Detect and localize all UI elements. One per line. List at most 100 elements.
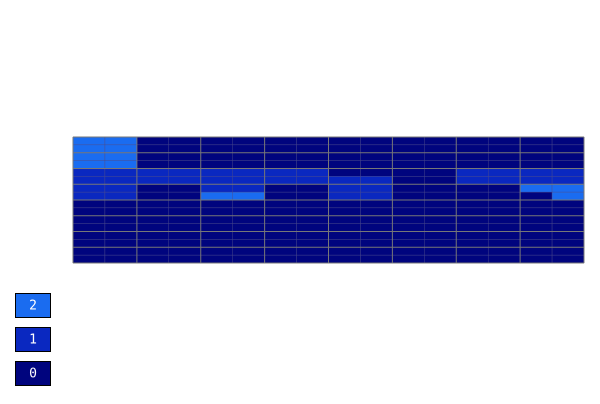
heatmap-cell <box>232 239 265 248</box>
heatmap-cell <box>232 136 265 146</box>
heatmap-cell <box>264 223 297 232</box>
heatmap-cell <box>487 207 521 216</box>
heatmap-cell <box>232 184 265 193</box>
heatmap-cell <box>519 199 553 209</box>
heatmap-cell <box>519 144 553 153</box>
heatmap-cell <box>264 160 297 169</box>
heatmap-cell <box>424 136 457 146</box>
heatmap-cell <box>519 223 553 232</box>
heatmap-cell <box>136 136 170 146</box>
heatmap-cell <box>519 176 553 185</box>
heatmap-cell <box>136 176 170 185</box>
heatmap-cell <box>551 207 585 216</box>
heatmap-cell <box>424 176 457 185</box>
heatmap-cell <box>200 168 233 177</box>
heatmap-cell <box>328 247 361 256</box>
heatmap-cell <box>264 168 297 177</box>
heatmap-cell <box>200 176 233 185</box>
heatmap-cell <box>168 168 201 177</box>
heatmap-cell <box>104 254 138 264</box>
heatmap-cell <box>296 254 329 264</box>
heatmap-cell <box>200 160 233 169</box>
heatmap-cell <box>551 160 585 169</box>
heatmap-cell <box>136 152 170 161</box>
heatmap-cell <box>200 215 233 224</box>
legend-label: 0 <box>29 367 37 382</box>
heatmap-cell <box>232 223 265 232</box>
heatmap-cell <box>456 254 489 264</box>
heatmap-cell <box>168 199 201 209</box>
heatmap-cell <box>72 239 106 248</box>
heatmap-cell <box>136 231 170 240</box>
heatmap-cell <box>72 231 106 240</box>
heatmap-cell <box>264 254 297 264</box>
heatmap-cell <box>72 168 106 177</box>
heatmap-cell <box>72 215 106 224</box>
heatmap-cell <box>392 254 425 264</box>
legend-label: 2 <box>29 299 37 314</box>
heatmap-cell <box>392 184 425 193</box>
heatmap-cell <box>232 152 265 161</box>
heatmap-cell <box>392 223 425 232</box>
heatmap-cell <box>168 176 201 185</box>
heatmap-cell <box>487 191 521 201</box>
heatmap-cell <box>487 215 521 224</box>
heatmap-cell <box>392 199 425 209</box>
heatmap-cell <box>487 184 521 193</box>
heatmap-cell <box>264 144 297 153</box>
heatmap-cell <box>424 254 457 264</box>
heatmap-cell <box>456 215 489 224</box>
heatmap-cell <box>200 239 233 248</box>
heatmap-cell <box>519 231 553 240</box>
heatmap-cell <box>456 176 489 185</box>
heatmap-cell <box>168 215 201 224</box>
heatmap-cell <box>456 199 489 209</box>
legend-swatch <box>15 293 51 318</box>
heatmap-cell <box>296 160 329 169</box>
heatmap-cell <box>232 247 265 256</box>
heatmap-cell <box>424 215 457 224</box>
heatmap-cell <box>200 136 233 146</box>
heatmap-cell <box>328 176 361 185</box>
heatmap-cell <box>200 191 233 201</box>
heatmap-cell <box>296 176 329 185</box>
heatmap-cell <box>328 136 361 146</box>
heatmap-cell <box>392 207 425 216</box>
heatmap-cell <box>360 168 393 177</box>
heatmap-cell <box>200 152 233 161</box>
legend-label: 1 <box>29 333 37 348</box>
heatmap-cell <box>360 136 393 146</box>
heatmap-cell <box>136 207 170 216</box>
heatmap-cell <box>360 207 393 216</box>
heatmap-cell <box>72 191 106 201</box>
heatmap-cell <box>424 168 457 177</box>
heatmap-cell <box>551 223 585 232</box>
heatmap-cell <box>296 168 329 177</box>
heatmap-cell <box>200 247 233 256</box>
heatmap-cell <box>424 207 457 216</box>
heatmap-cell <box>456 184 489 193</box>
heatmap-cell <box>551 191 585 201</box>
heatmap-cell <box>487 160 521 169</box>
heatmap-cell <box>72 144 106 153</box>
heatmap-cell <box>136 160 170 169</box>
heatmap-cell <box>519 184 553 193</box>
heatmap-cell <box>551 176 585 185</box>
heatmap-cell <box>519 168 553 177</box>
heatmap-cell <box>551 184 585 193</box>
heatmap-cell <box>264 215 297 224</box>
heatmap-cell <box>551 215 585 224</box>
heatmap-cell <box>360 152 393 161</box>
heatmap-cell <box>456 239 489 248</box>
heatmap-cell <box>296 136 329 146</box>
heatmap-cell <box>104 215 138 224</box>
heatmap-cell <box>328 215 361 224</box>
heatmap-cell <box>551 254 585 264</box>
heatmap-cell <box>296 152 329 161</box>
heatmap-cell <box>328 184 361 193</box>
heatmap-cell <box>487 168 521 177</box>
heatmap-cell <box>456 247 489 256</box>
heatmap-cell <box>392 160 425 169</box>
heatmap-cell <box>456 207 489 216</box>
